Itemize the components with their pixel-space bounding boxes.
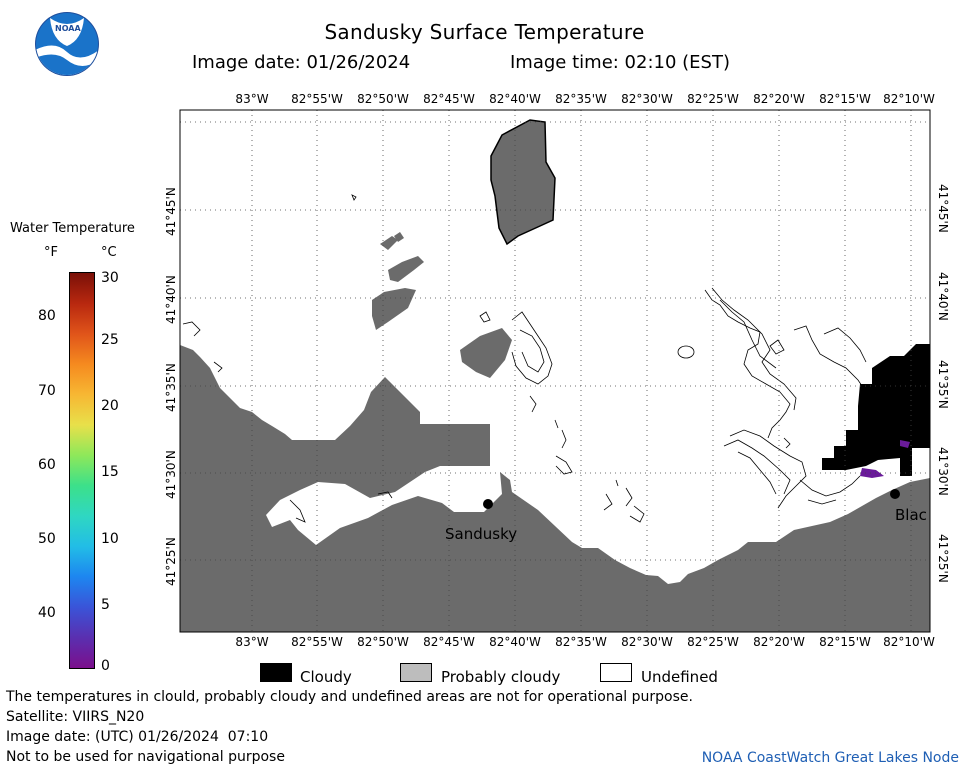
lat-label-right: 41°45'N [936, 184, 950, 233]
lat-label-right: 41°40'N [936, 272, 950, 321]
place-label-sandusky: Sandusky [445, 525, 518, 543]
lat-label-left: 41°45'N [164, 187, 178, 236]
footer-satellite: Satellite: VIIRS_N20 [6, 709, 145, 725]
lon-label-top: 83°W [235, 92, 269, 106]
lon-label-top: 82°25'W [687, 92, 739, 106]
colorbar-c-tick: 0 [101, 658, 110, 674]
lat-label-right: 41°35'N [936, 360, 950, 409]
noaa-logo-text: NOAA [55, 24, 81, 33]
colorbar-c-tick: 20 [101, 398, 119, 414]
lon-label-bottom: 82°55'W [291, 635, 343, 649]
legend-cloudy-swatch [260, 663, 292, 682]
lon-label-top: 82°40'W [489, 92, 541, 106]
colorbar-f-tick: 80 [38, 308, 56, 324]
blac-marker [890, 489, 900, 499]
lat-label-left: 41°35'N [164, 363, 178, 412]
land-south-shore [180, 345, 930, 632]
place-label-blac: Blac [895, 506, 927, 524]
lon-label-bottom: 82°50'W [357, 635, 409, 649]
colorbar-f-tick: 60 [38, 457, 56, 473]
sandusky-marker [483, 499, 493, 509]
land-island [490, 119, 556, 246]
land-island [460, 328, 512, 378]
colorbar-unit-c: °C [101, 245, 117, 260]
page-title: Sandusky Surface Temperature [324, 20, 645, 44]
warm-water-patch [900, 440, 910, 448]
colorbar-c-tick: 30 [101, 270, 119, 286]
colorbar-c-tick: 25 [101, 332, 119, 348]
colorbar-unit-f: °F [44, 245, 58, 260]
lon-label-bottom: 82°40'W [489, 635, 541, 649]
warm-water-patch [860, 468, 884, 478]
footer-credit: NOAA CoastWatch Great Lakes Node [701, 750, 959, 766]
lon-label-top: 82°35'W [555, 92, 607, 106]
lon-label-top: 82°20'W [753, 92, 805, 106]
colorbar [69, 272, 95, 669]
land-island [388, 256, 424, 282]
lat-label-left: 41°30'N [164, 450, 178, 499]
lon-label-bottom: 82°20'W [753, 635, 805, 649]
lon-label-bottom: 82°45'W [423, 635, 475, 649]
lon-label-top: 82°15'W [819, 92, 871, 106]
footer-disclaimer: The temperatures in clould, probably clo… [6, 689, 693, 705]
land-island [394, 232, 404, 242]
colorbar-f-tick: 50 [38, 531, 56, 547]
lat-label-left: 41°40'N [164, 275, 178, 324]
colorbar-f-tick: 40 [38, 605, 56, 621]
footer-utc-date: Image date: (UTC) 01/26/2024 07:10 [6, 729, 269, 745]
lon-label-bottom: 82°25'W [687, 635, 739, 649]
colorbar-c-tick: 5 [101, 597, 110, 613]
colorbar-c-tick: 15 [101, 464, 119, 480]
map-grid [180, 110, 930, 632]
legend-undefined-swatch [600, 663, 632, 682]
image-time: Image time: 02:10 (EST) [510, 52, 730, 73]
legend-undefined-label: Undefined [641, 668, 718, 686]
colorbar-f-tick: 70 [38, 383, 56, 399]
lat-label-right: 41°30'N [936, 447, 950, 496]
lon-label-bottom: 82°35'W [555, 635, 607, 649]
legend-cloudy-label: Cloudy [300, 668, 352, 686]
image-date: Image date: 01/26/2024 [192, 52, 411, 73]
temperature-contours [182, 194, 867, 523]
lon-label-bottom: 82°10'W [883, 635, 935, 649]
lon-label-top: 82°50'W [357, 92, 409, 106]
colorbar-c-tick: 10 [101, 531, 119, 547]
lon-label-top: 82°10'W [883, 92, 935, 106]
lat-label-right: 41°25'N [936, 534, 950, 583]
lon-label-bottom: 82°30'W [621, 635, 673, 649]
lon-label-top: 82°30'W [621, 92, 673, 106]
footer-navigation: Not to be used for navigational purpose [6, 749, 285, 765]
lat-label-left: 41°25'N [164, 537, 178, 586]
colorbar-title: Water Temperature [10, 221, 135, 236]
legend-probably-cloudy-swatch [400, 663, 432, 682]
land-island [380, 236, 398, 250]
lon-label-bottom: 83°W [235, 635, 269, 649]
land-island [372, 288, 416, 330]
lon-label-bottom: 82°15'W [819, 635, 871, 649]
map-frame [179, 109, 931, 633]
legend-probably-cloudy-label: Probably cloudy [441, 668, 561, 686]
lon-label-top: 82°45'W [423, 92, 475, 106]
lon-label-top: 82°55'W [291, 92, 343, 106]
